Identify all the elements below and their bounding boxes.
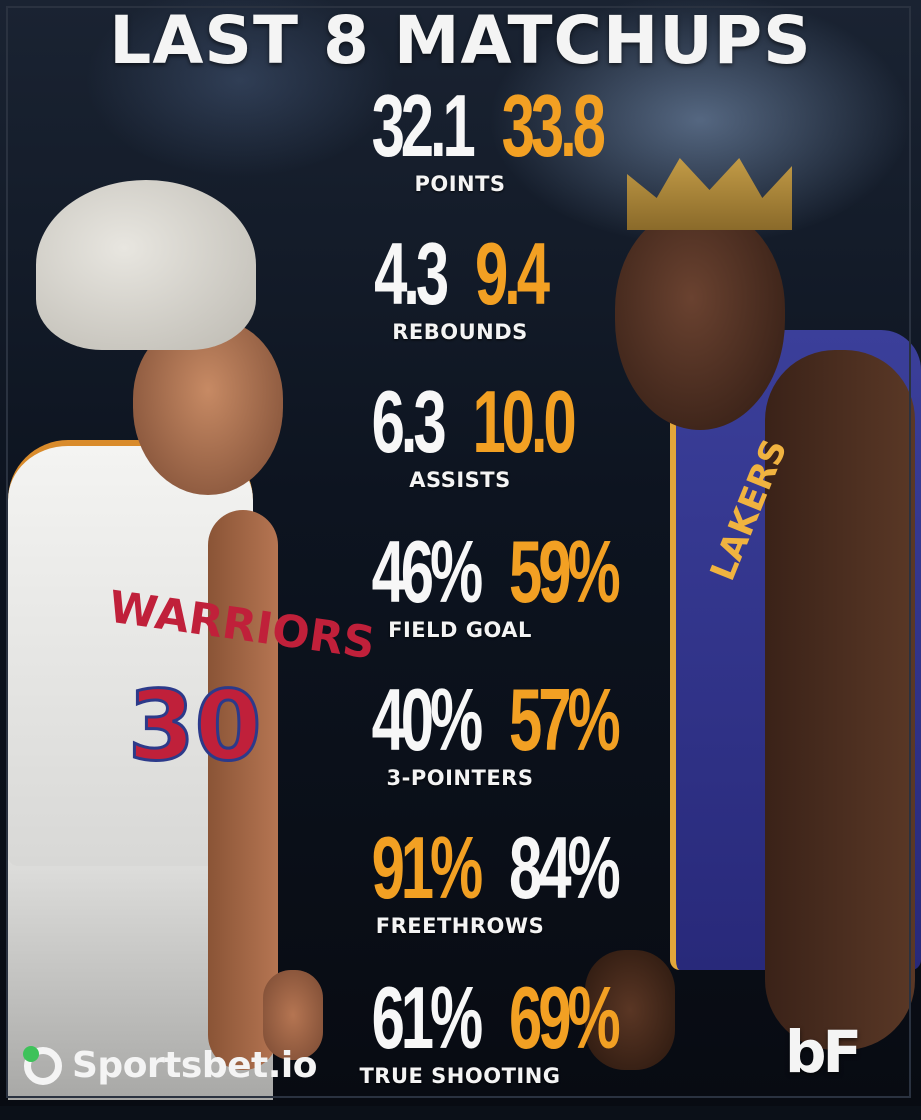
stat-right-value: 9.4 [474,224,550,323]
sportsbet-logo: Sportsbet.io [23,1045,317,1086]
stat-row-rebounds: 4.3 9.4 REBOUNDS [330,226,590,376]
bf-watermark: bF [785,1018,862,1086]
page-title: LAST 8 MATCHUPS [109,2,812,79]
stat-row-true-shooting: 61% 69% TRUE SHOOTING [330,968,621,1120]
stat-left-value: 4.3 [374,224,449,323]
right-player-fist [585,950,675,1070]
stat-values: 91% 84% [371,818,621,917]
stat-values: 40% 57% [371,670,621,769]
stat-right-value: 10.0 [472,372,576,471]
stat-row-assists: 6.3 10.0 ASSISTS [330,374,590,524]
stat-row-field-goal: 46% 59% FIELD GOAL [330,522,621,674]
stat-left-value: 6.3 [371,372,447,471]
stat-values: 46% 59% [371,522,621,621]
left-jersey-number: 30 [127,669,264,784]
stat-right-value: 69% [509,968,621,1067]
sportsbet-logo-icon [23,1045,62,1085]
stat-label: TRUE SHOOTING [359,1064,561,1088]
stat-left-value: 61% [371,968,484,1067]
stat-label: FREETHROWS [375,914,545,938]
stat-right-value: 59% [509,522,621,621]
stat-left-value: 91% [371,818,484,917]
stat-values: 61% 69% [371,968,621,1067]
chef-hat-icon [36,180,256,350]
stat-label: FIELD GOAL [388,618,532,642]
left-player-image: WARRIORS 30 [8,180,378,1100]
stat-values: 4.3 9.4 [372,224,550,323]
left-player-fist [263,970,323,1060]
left-player-arm [208,510,278,1070]
sportsbet-logo-text: Sportsbet.io [72,1045,317,1086]
stat-label: 3-POINTERS [386,766,534,790]
right-player-image: LAKERS [575,150,921,1100]
stat-right-value: 57% [509,670,621,769]
stat-label: POINTS [414,172,506,196]
stat-right-value: 84% [509,818,621,917]
stat-left-value: 46% [371,522,484,621]
stat-row-freethrows: 91% 84% FREETHROWS [330,818,621,970]
stat-left-value: 32.1 [371,76,476,175]
green-dot-icon [23,1045,39,1062]
right-player-arm [765,350,915,1050]
stat-values: 6.3 10.0 [371,372,577,471]
stat-right-value: 33.8 [501,76,606,175]
stat-row-points: 32.1 33.8 POINTS [330,76,606,228]
right-player-head [615,210,785,430]
crown-icon [627,158,792,230]
stat-label: REBOUNDS [392,320,528,344]
stat-label: ASSISTS [409,468,511,492]
stat-row-3-pointers: 40% 57% 3-POINTERS [330,670,621,822]
stat-left-value: 40% [371,670,484,769]
stat-values: 32.1 33.8 [371,76,606,175]
